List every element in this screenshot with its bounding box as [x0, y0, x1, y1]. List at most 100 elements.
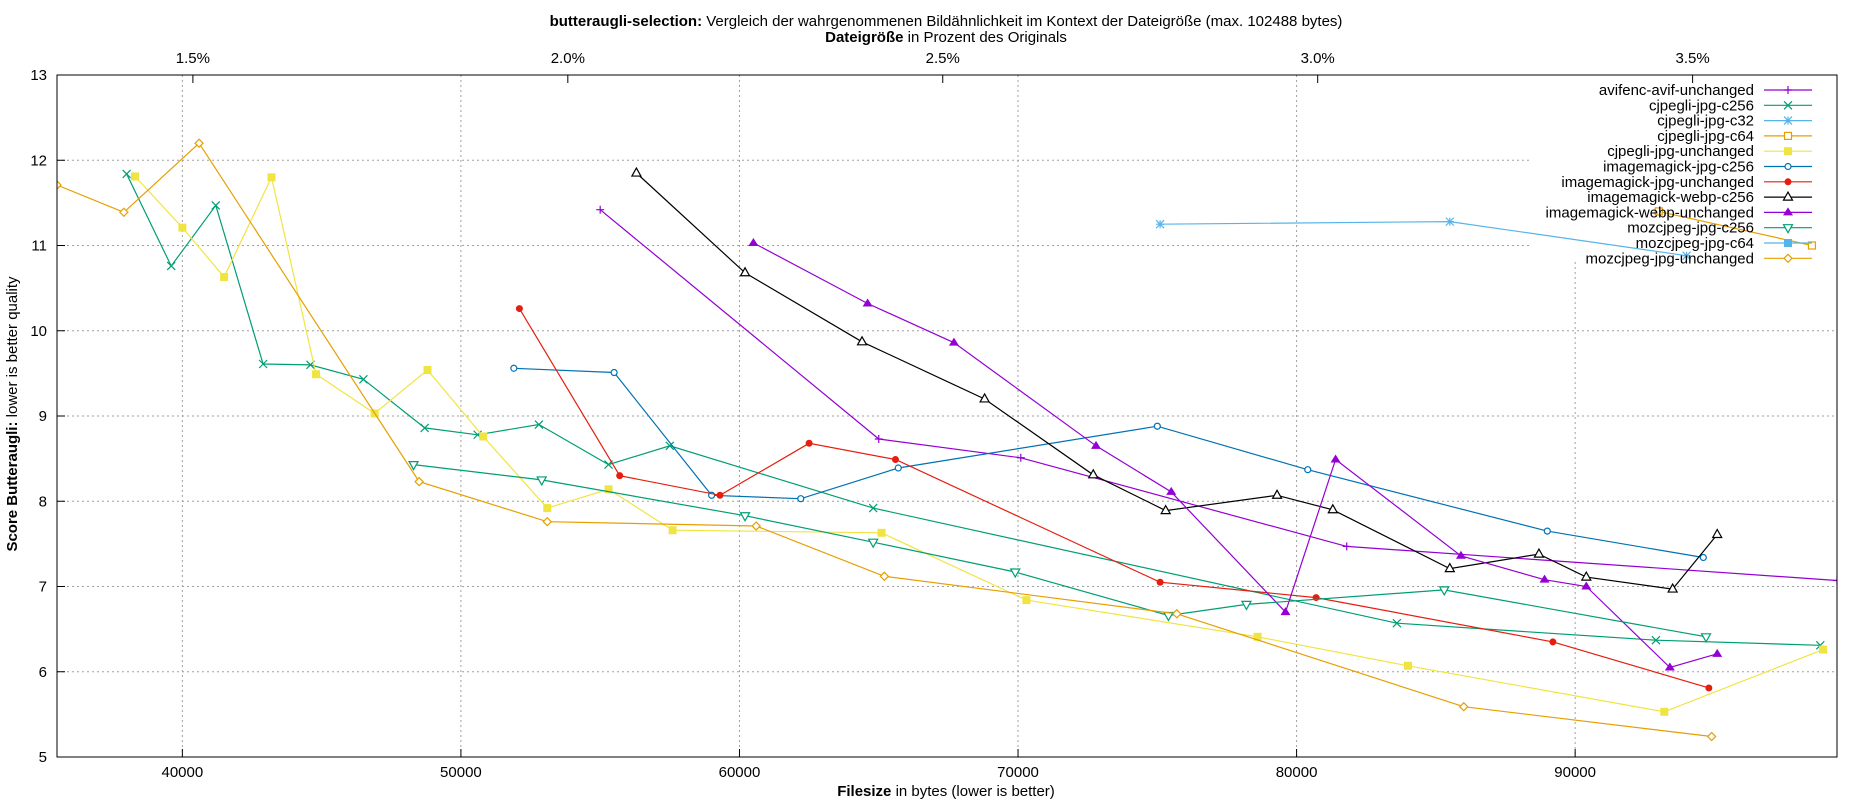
data-point-imagemagick-jpg-c256	[894, 464, 902, 472]
data-point-cjpegli-jpg-c32	[1682, 251, 1692, 261]
legend-entry-imagemagick-webp-c256: imagemagick-webp-c256	[1587, 189, 1812, 206]
data-point-cjpegli-jpg-unchanged	[1253, 632, 1262, 641]
data-point-imagemagick-jpg-unchanged	[1549, 638, 1557, 646]
data-point-cjpegli-jpg-unchanged	[423, 365, 432, 374]
series-line-mozcjpeg-jpg-unchanged	[57, 142, 1712, 738]
legend-label: cjpegli-jpg-c32	[1657, 113, 1754, 130]
data-point-mozcjpeg-jpg-unchanged	[414, 476, 424, 487]
data-point-cjpegli-jpg-c64	[1807, 241, 1817, 250]
data-point-cjpegli-jpg-unchanged	[479, 432, 488, 441]
x-tick-label: 60000	[719, 764, 761, 781]
legend-entry-cjpegli-jpg-unchanged: cjpegli-jpg-unchanged	[1607, 143, 1812, 160]
data-point-imagemagick-webp-c256	[1160, 504, 1172, 515]
data-point-cjpegli-jpg-c256	[665, 441, 675, 451]
data-point-mozcjpeg-jpg-unchanged	[1171, 608, 1182, 619]
legend-entry-cjpegli-jpg-c256: cjpegli-jpg-c256	[1649, 97, 1812, 114]
data-point-imagemagick-jpg-unchanged	[891, 455, 899, 463]
data-point-avifenc-avif-unchanged	[874, 435, 883, 444]
data-point-imagemagick-webp-unchanged	[1581, 581, 1592, 590]
series-mozcjpeg-jpg-c256	[408, 460, 1712, 644]
data-point-cjpegli-jpg-c256	[1651, 635, 1661, 645]
data-point-imagemagick-webp-c256	[1711, 528, 1723, 539]
legend-swatch-marker	[1783, 253, 1793, 264]
legend-swatch-marker	[1784, 162, 1792, 171]
data-point-mozcjpeg-jpg-unchanged	[1706, 731, 1717, 742]
data-point-mozcjpeg-jpg-c256	[408, 460, 420, 471]
data-point-cjpegli-jpg-c64	[1654, 207, 1663, 216]
series-imagemagick-jpg-c256	[510, 364, 1707, 562]
series-line-imagemagick-webp-unchanged	[753, 242, 1718, 669]
chart-title-bold: butteraugli-selection:	[550, 13, 703, 30]
data-point-imagemagick-jpg-unchanged	[616, 472, 624, 480]
series-imagemagick-webp-unchanged	[748, 237, 1723, 671]
data-point-cjpegli-jpg-unchanged	[1404, 661, 1413, 670]
legend-swatch-marker	[1783, 100, 1793, 110]
data-point-mozcjpeg-jpg-c256	[536, 476, 548, 487]
data-point-imagemagick-webp-unchanged	[748, 237, 759, 246]
data-point-cjpegli-jpg-c256	[420, 423, 430, 433]
legend-entry-cjpegli-jpg-c64: cjpegli-jpg-c64	[1657, 128, 1812, 145]
y-tick-label: 12	[30, 152, 47, 169]
series-line-cjpegli-jpg-c256	[126, 173, 1821, 646]
data-point-cjpegli-jpg-c256	[122, 169, 132, 179]
top-axis-label-bold: Dateigröße	[825, 29, 903, 46]
data-point-imagemagick-jpg-c256	[1543, 527, 1551, 535]
data-point-imagemagick-webp-c256	[1444, 562, 1456, 573]
data-point-mozcjpeg-jpg-c256	[1700, 633, 1712, 644]
data-point-cjpegli-jpg-unchanged	[220, 273, 229, 282]
y-axis-label-bold: Score Butteraugli:	[4, 422, 21, 552]
data-point-avifenc-avif-unchanged	[1342, 542, 1351, 551]
top-tick-label: 2.0%	[551, 50, 585, 67]
data-point-imagemagick-webp-c256	[1271, 489, 1283, 499]
data-point-cjpegli-jpg-unchanged	[130, 172, 139, 181]
data-point-mozcjpeg-jpg-unchanged	[1458, 701, 1469, 712]
legend-entry-mozcjpeg-jpg-c64: mozcjpeg-jpg-c64	[1636, 235, 1812, 252]
data-point-imagemagick-webp-c256	[1533, 547, 1545, 558]
data-point-imagemagick-webp-c256	[1327, 503, 1339, 514]
series-imagemagick-webp-c256	[630, 166, 1723, 593]
legend-label: mozcjpeg-jpg-c256	[1627, 220, 1754, 237]
series-line-cjpegli-jpg-unchanged	[134, 175, 1824, 713]
data-point-imagemagick-webp-unchanged	[1166, 486, 1177, 495]
data-point-imagemagick-jpg-c256	[1153, 422, 1161, 430]
legend-entry-imagemagick-jpg-unchanged: imagemagick-jpg-unchanged	[1561, 174, 1812, 191]
data-point-imagemagick-webp-c256	[630, 166, 642, 177]
data-point-imagemagick-jpg-c256	[610, 368, 618, 377]
legend-swatch-marker	[1784, 178, 1792, 186]
data-point-mozcjpeg-jpg-unchanged	[879, 571, 890, 582]
series-mozcjpeg-jpg-unchanged	[57, 138, 1717, 742]
data-point-imagemagick-jpg-unchanged	[1156, 578, 1164, 586]
top-tick-label: 1.5%	[176, 50, 210, 67]
legend-label: imagemagick-webp-unchanged	[1546, 204, 1754, 221]
x-axis-label-bold: Filesize	[837, 783, 891, 800]
y-tick-label: 13	[30, 67, 47, 84]
legend-entry-mozcjpeg-jpg-unchanged: mozcjpeg-jpg-unchanged	[1586, 250, 1812, 267]
data-point-imagemagick-jpg-c256	[510, 364, 518, 372]
series-lines	[57, 138, 1837, 742]
data-point-cjpegli-jpg-c256	[211, 201, 221, 210]
y-tick-label: 6	[39, 664, 47, 681]
data-point-imagemagick-jpg-unchanged	[515, 305, 523, 313]
y-tick-label: 10	[30, 323, 47, 340]
series-imagemagick-jpg-unchanged	[515, 305, 1713, 692]
data-point-imagemagick-webp-unchanged	[1664, 662, 1675, 671]
series-cjpegli-jpg-unchanged	[130, 172, 1828, 716]
data-point-mozcjpeg-jpg-c256	[1009, 568, 1021, 579]
y-axis-label-rest: lower is better quality	[4, 276, 21, 422]
legend-entry-mozcjpeg-jpg-c256: mozcjpeg-jpg-c256	[1627, 220, 1812, 237]
data-point-imagemagick-webp-c256	[979, 392, 991, 403]
data-point-imagemagick-webp-c256	[856, 335, 868, 346]
y-tick-label: 8	[39, 493, 47, 510]
data-point-imagemagick-webp-unchanged	[948, 337, 959, 346]
data-point-avifenc-avif-unchanged	[1833, 576, 1837, 585]
legend-swatch-marker	[1783, 207, 1793, 216]
x-axis-label: Filesize in bytes (lower is better)	[837, 783, 1055, 800]
series-avifenc-avif-unchanged	[596, 205, 1837, 585]
legend-swatch-marker	[1784, 86, 1792, 94]
data-point-cjpegli-jpg-unchanged	[604, 485, 613, 494]
data-point-mozcjpeg-jpg-unchanged	[542, 516, 553, 527]
legend: avifenc-avif-unchangedcjpegli-jpg-c256cj…	[1546, 82, 1812, 267]
y-tick-label: 11	[31, 238, 47, 255]
legend-label: cjpegli-jpg-unchanged	[1607, 143, 1754, 160]
legend-swatch-marker	[1782, 224, 1794, 234]
